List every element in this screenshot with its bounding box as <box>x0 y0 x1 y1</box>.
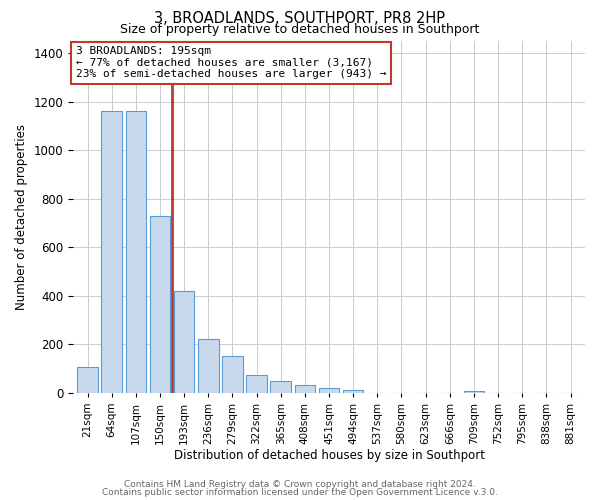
Bar <box>125 112 146 393</box>
Bar <box>101 112 122 393</box>
X-axis label: Distribution of detached houses by size in Southport: Distribution of detached houses by size … <box>173 450 485 462</box>
Bar <box>77 367 98 393</box>
Bar <box>271 380 291 393</box>
Bar <box>247 375 267 393</box>
Bar <box>222 356 242 393</box>
Bar <box>295 385 315 393</box>
Bar <box>150 216 170 393</box>
Text: Contains public sector information licensed under the Open Government Licence v.: Contains public sector information licen… <box>102 488 498 497</box>
Text: 3, BROADLANDS, SOUTHPORT, PR8 2HP: 3, BROADLANDS, SOUTHPORT, PR8 2HP <box>155 11 445 26</box>
Text: Contains HM Land Registry data © Crown copyright and database right 2024.: Contains HM Land Registry data © Crown c… <box>124 480 476 489</box>
Bar <box>343 390 364 393</box>
Bar <box>198 340 218 393</box>
Bar <box>464 391 484 393</box>
Bar <box>174 291 194 393</box>
Text: 3 BROADLANDS: 195sqm
← 77% of detached houses are smaller (3,167)
23% of semi-de: 3 BROADLANDS: 195sqm ← 77% of detached h… <box>76 46 386 80</box>
Text: Size of property relative to detached houses in Southport: Size of property relative to detached ho… <box>121 22 479 36</box>
Y-axis label: Number of detached properties: Number of detached properties <box>15 124 28 310</box>
Bar <box>319 388 339 393</box>
